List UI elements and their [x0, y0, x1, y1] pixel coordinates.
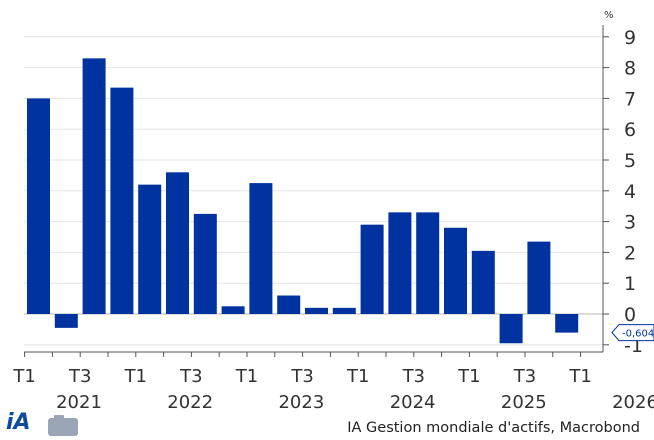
bar [471, 250, 495, 314]
bar [332, 307, 356, 314]
x-tick-label: T3 [179, 366, 202, 387]
callout-value: -0,604 [622, 329, 654, 340]
x-tick-label: T1 [346, 366, 369, 387]
bar [193, 213, 217, 314]
y-tick-label: 1 [624, 273, 636, 295]
bar [54, 314, 78, 328]
year-labels: 2021 2022 2023 2024 2025 2026 [56, 392, 654, 410]
bar [360, 224, 384, 314]
bar [499, 314, 523, 344]
year-label: 2022 [167, 392, 213, 410]
year-label: 2025 [501, 392, 547, 410]
bar [221, 306, 245, 314]
logo-text: iA [6, 410, 31, 435]
x-tick-label: T3 [290, 366, 313, 387]
year-label: 2024 [390, 392, 436, 410]
y-tick-label: 2 [624, 242, 636, 264]
bar [416, 212, 440, 314]
x-tick-label: T1 [457, 366, 480, 387]
y-tick-label: 9 [624, 27, 636, 49]
y-tick-label: 3 [624, 212, 636, 234]
y-tick-label: 4 [624, 181, 636, 203]
y-tick-label: 7 [624, 88, 636, 110]
y-tick-label: 8 [624, 58, 636, 80]
x-axis-ticks: T1 T3 T1 T3 T1 T3 T1 T3 T1 T3 T1 [12, 351, 603, 387]
bar [555, 314, 579, 333]
x-tick-label: T1 [124, 366, 147, 387]
y-tick-label: 0 [624, 304, 636, 326]
y-tick-label: 5 [624, 150, 636, 172]
year-label: 2023 [278, 392, 324, 410]
bar [138, 184, 162, 314]
bar [27, 98, 50, 315]
y-tick-label: 6 [624, 119, 636, 141]
bar [166, 172, 189, 314]
bar [444, 227, 467, 314]
bar [110, 87, 134, 315]
source-note: IA Gestion mondiale d'actifs, Macrobond [347, 420, 640, 436]
year-label: 2026 [612, 392, 654, 410]
bar [305, 307, 328, 314]
bars [27, 58, 579, 344]
x-tick-label: T3 [68, 366, 91, 387]
x-tick-label: T3 [513, 366, 536, 387]
bar [388, 212, 412, 314]
last-value-callout: -0,604 [611, 324, 654, 342]
bar [82, 58, 106, 314]
year-label: 2021 [56, 392, 102, 410]
x-tick-label: T1 [568, 366, 591, 387]
y-unit-label: % [604, 10, 614, 21]
x-tick-label: T1 [235, 366, 258, 387]
bar [249, 183, 273, 314]
x-tick-label: T1 [12, 366, 35, 387]
logo-mark-icon [48, 415, 78, 436]
bar [277, 295, 301, 314]
callout-box [611, 324, 654, 342]
x-tick-label: T3 [402, 366, 425, 387]
bar [527, 241, 551, 314]
